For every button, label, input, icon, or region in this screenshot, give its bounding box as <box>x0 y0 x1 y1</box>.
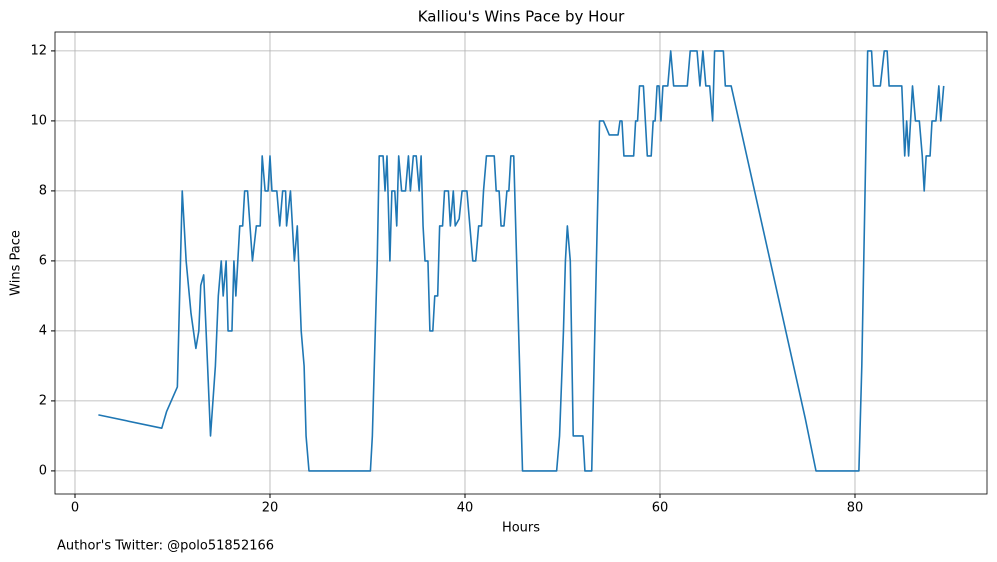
x-tick-label: 80 <box>847 501 864 516</box>
x-tick-label: 0 <box>71 501 79 516</box>
x-tick-label: 20 <box>262 501 279 516</box>
chart-title: Kalliou's Wins Pace by Hour <box>418 8 625 26</box>
x-tick-label: 60 <box>652 501 669 516</box>
plot-frame <box>54 31 988 495</box>
annotation: Author's Twitter: @polo51852166 <box>57 539 274 554</box>
y-tick-label: 6 <box>39 253 47 268</box>
x-tick-label: 40 <box>457 501 474 516</box>
data-line <box>98 50 945 472</box>
y-tick-label: 2 <box>39 393 47 408</box>
y-tick-label: 12 <box>30 43 47 58</box>
y-axis-label: Wins Pace <box>9 230 24 296</box>
y-tick-label: 0 <box>39 463 47 478</box>
y-tick-label: 4 <box>39 323 47 338</box>
y-tick-label: 8 <box>39 183 47 198</box>
x-axis-label: Hours <box>502 521 540 536</box>
y-tick-label: 10 <box>30 113 47 128</box>
